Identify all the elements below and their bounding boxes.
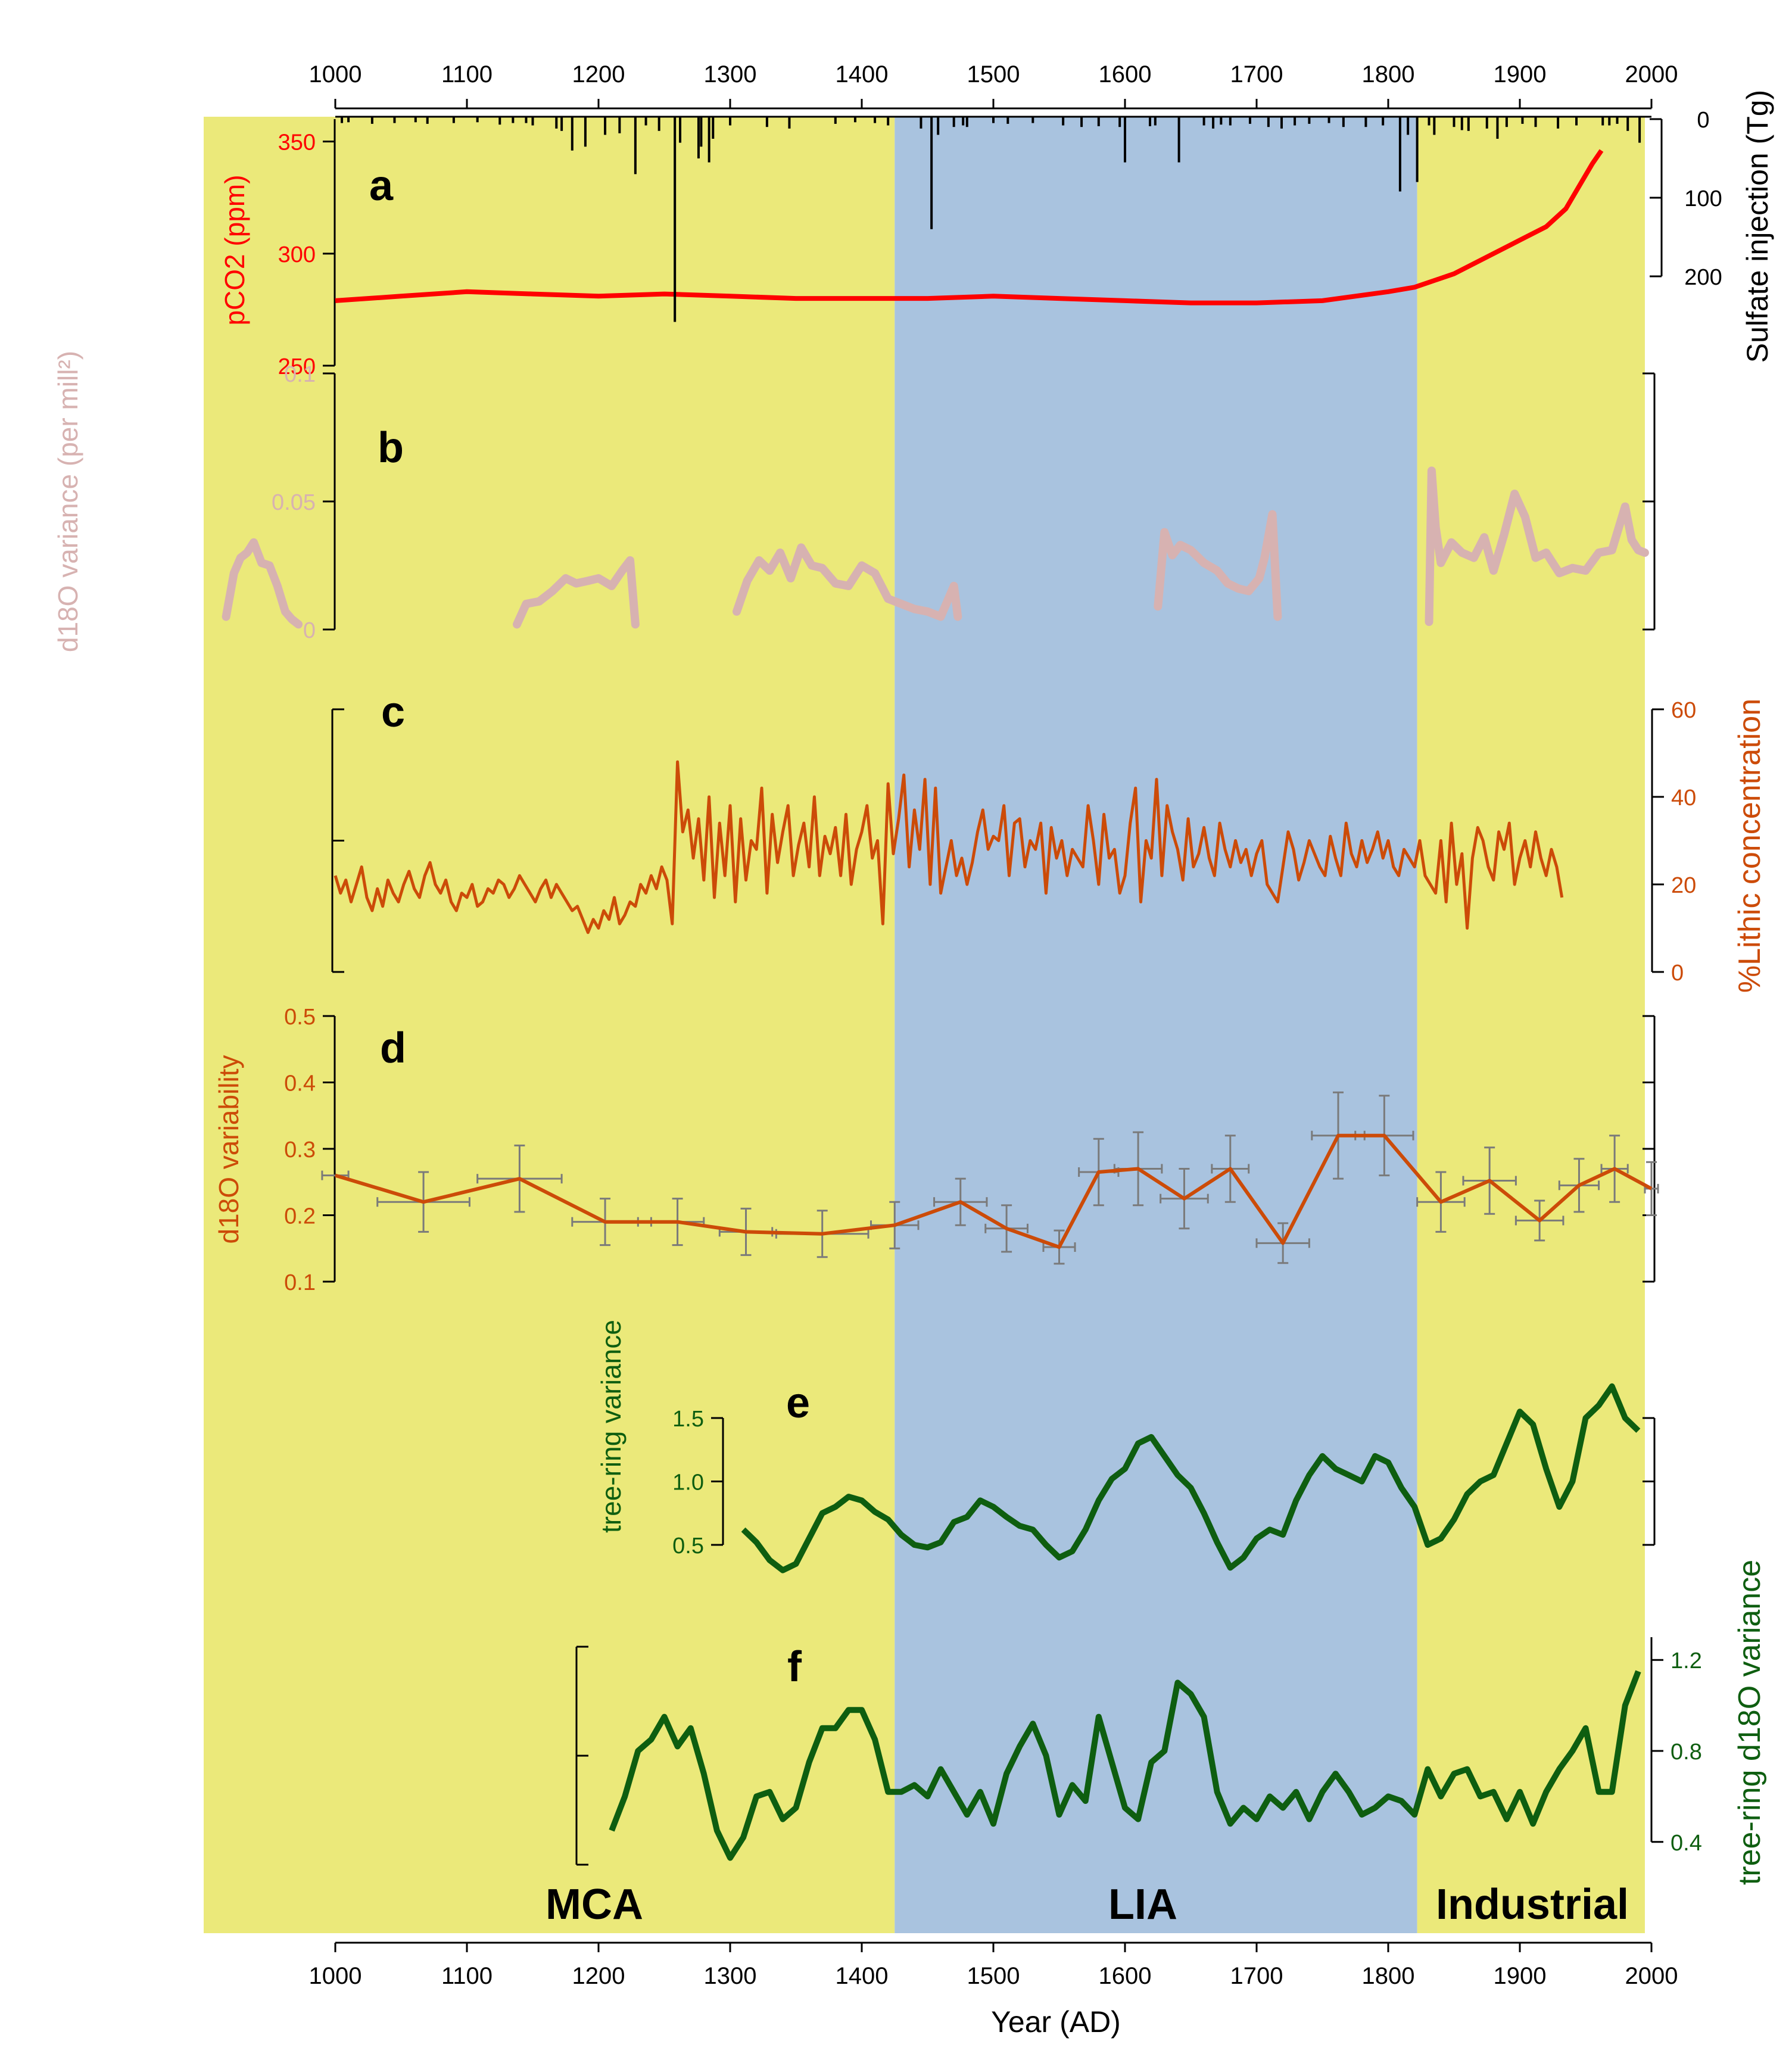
d18o-variance-axis-tick-label: 0.1 [284, 362, 316, 387]
top-axis-tick-label: 1000 [309, 61, 362, 88]
period-band-industrial [1417, 117, 1645, 1933]
period-bands [204, 117, 1645, 1933]
d18o-variability-axis-title: d18O variability [213, 1055, 244, 1244]
lithic-axis-title: %Lithic concentration [1732, 699, 1767, 993]
pco2-axis-tick-label: 350 [278, 130, 316, 155]
pco2-axis-tick-label: 300 [278, 242, 316, 267]
top-axis-tick-label: 1600 [1099, 61, 1152, 88]
lithic-axis-tick-label: 20 [1671, 873, 1696, 898]
tree-ring-variance-axis-title: tree-ring variance [596, 1320, 627, 1533]
panel-d: d 0.1 0.2 0.3 0.4 0.5 d18O variability [213, 1005, 1659, 1295]
pco2-axis-tick-label: 250 [278, 354, 316, 379]
period-band-lia [895, 117, 1417, 1933]
top-axis-tick-label: 1500 [967, 61, 1020, 88]
d18o-variability-axis-tick-label: 0.5 [284, 1005, 316, 1030]
period-label-lia: LIA [1108, 1881, 1177, 1928]
tree-ring-variance-series-line [741, 1383, 1641, 1573]
bottom-axis-tick-label: 1400 [836, 1963, 889, 1989]
bottom-axis-tick-label: 1000 [309, 1963, 362, 1989]
d18o-variability-axis-tick-label: 0.4 [284, 1071, 316, 1096]
tree-ring-d18o-variance-axis-tick-label: 0.8 [1671, 1740, 1702, 1765]
tree-ring-variance-axis-tick-label: 0.5 [672, 1534, 704, 1559]
top-axis-tick-label: 1200 [572, 61, 625, 88]
panel-label-b: b [378, 424, 404, 472]
panel-b: b 0 0.05 0.1 d18O variance (per mill²) [52, 351, 1656, 652]
tree-ring-variance-axis-tick-label: 1.5 [672, 1407, 704, 1432]
panel-label-c: c [381, 688, 405, 736]
period-label-mca: MCA [546, 1881, 643, 1928]
panel-label-e: e [786, 1379, 810, 1427]
top-axis-tick-label: 2000 [1625, 61, 1678, 88]
d18o-variability-axis-tick-label: 0.3 [284, 1138, 316, 1163]
lithic-series-line [334, 760, 1564, 934]
bottom-axis-tick-label: 1300 [704, 1963, 757, 1989]
d18o-variability-axis-tick-label: 0.1 [284, 1270, 316, 1295]
pco2-series-line [335, 149, 1604, 306]
sulfate-axis-tick-label: 100 [1684, 186, 1722, 211]
d18o-variance-segment-3 [733, 543, 962, 621]
period-band-mca [204, 117, 895, 1933]
top-axis-tick-label: 1300 [704, 61, 757, 88]
period-label-industrial: Industrial [1436, 1881, 1629, 1928]
bottom-axis-tick-label: 1700 [1230, 1963, 1283, 1989]
d18o-variance-segment-2 [513, 556, 640, 629]
panel-label-a: a [369, 162, 394, 210]
panel-f: f 0.4 0.8 1.2 tree-ring d18O variance [575, 1560, 1767, 1885]
bottom-axis-tick-label: 1800 [1362, 1963, 1415, 1989]
tree-ring-d18o-variance-axis-title: tree-ring d18O variance [1732, 1560, 1767, 1885]
top-axis-tick-label: 1400 [836, 61, 889, 88]
tree-ring-d18o-variance-series-line [609, 1670, 1641, 1861]
top-axis-tick-label: 1100 [441, 61, 493, 88]
x-axis-label: Year (AD) [991, 2005, 1121, 2039]
sulfate-axis-tick-label: 200 [1684, 265, 1722, 290]
top-axis-tick-label: 1700 [1230, 61, 1283, 88]
panel-label-d: d [380, 1024, 406, 1072]
top-year-axis: 1000 1100 1200 1300 1400 1500 1600 1700 1800 1900… [309, 61, 1678, 110]
bottom-axis-tick-label: 1100 [441, 1963, 493, 1989]
top-axis-tick-label: 1900 [1494, 61, 1547, 88]
sulfate-axis-title: Sulfate injection (Tg) [1741, 90, 1774, 363]
lithic-axis-tick-label: 40 [1671, 786, 1696, 811]
bottom-axis-tick-label: 1500 [967, 1963, 1020, 1989]
d18o-variability-series-line [335, 1133, 1653, 1249]
pco2-axis-title: pCO2 (ppm) [219, 174, 250, 325]
panel-label-f: f [787, 1643, 802, 1691]
d18o-variance-axis-tick-label: 0.05 [272, 490, 316, 515]
panel-a: a 250 300 350 pCO2 (ppm) 0 100 200 Sulfate injec… [219, 90, 1774, 379]
bottom-axis-tick-label: 1600 [1099, 1963, 1152, 1989]
tree-ring-d18o-variance-axis-tick-label: 1.2 [1671, 1648, 1702, 1674]
d18o-variability-axis-tick-label: 0.2 [284, 1204, 316, 1229]
lithic-axis-tick-label: 0 [1671, 961, 1684, 986]
d18o-variance-segment-5 [1425, 466, 1649, 627]
d18o-variance-axis-title: d18O variance (per mill²) [52, 351, 83, 652]
d18o-variance-segment-4 [1154, 510, 1282, 621]
top-axis-tick-label: 1800 [1362, 61, 1415, 88]
bottom-axis-tick-label: 1200 [572, 1963, 625, 1989]
lithic-axis-tick-label: 60 [1671, 698, 1696, 723]
d18o-variance-axis-tick-label: 0 [303, 618, 316, 643]
panel-c: c 0 20 40 60 %Lithic concentration [331, 688, 1767, 993]
period-labels: MCA LIA Industrial [546, 1881, 1629, 1928]
bottom-axis-tick-label: 1900 [1494, 1963, 1547, 1989]
bottom-year-axis: 1000 1100 1200 1300 1400 1500 1600 1700 1800 1900… [309, 1942, 1678, 1989]
sulfate-axis-tick-label: 0 [1697, 108, 1709, 133]
tree-ring-variance-axis-tick-label: 1.0 [672, 1470, 704, 1495]
tree-ring-d18o-variance-axis-tick-label: 0.4 [1671, 1831, 1702, 1856]
d18o-variance-segment-1 [222, 538, 303, 629]
bottom-axis-tick-label: 2000 [1625, 1963, 1678, 1989]
panel-e: e 0.5 1.0 1.5 tree-ring variance [596, 1320, 1656, 1573]
